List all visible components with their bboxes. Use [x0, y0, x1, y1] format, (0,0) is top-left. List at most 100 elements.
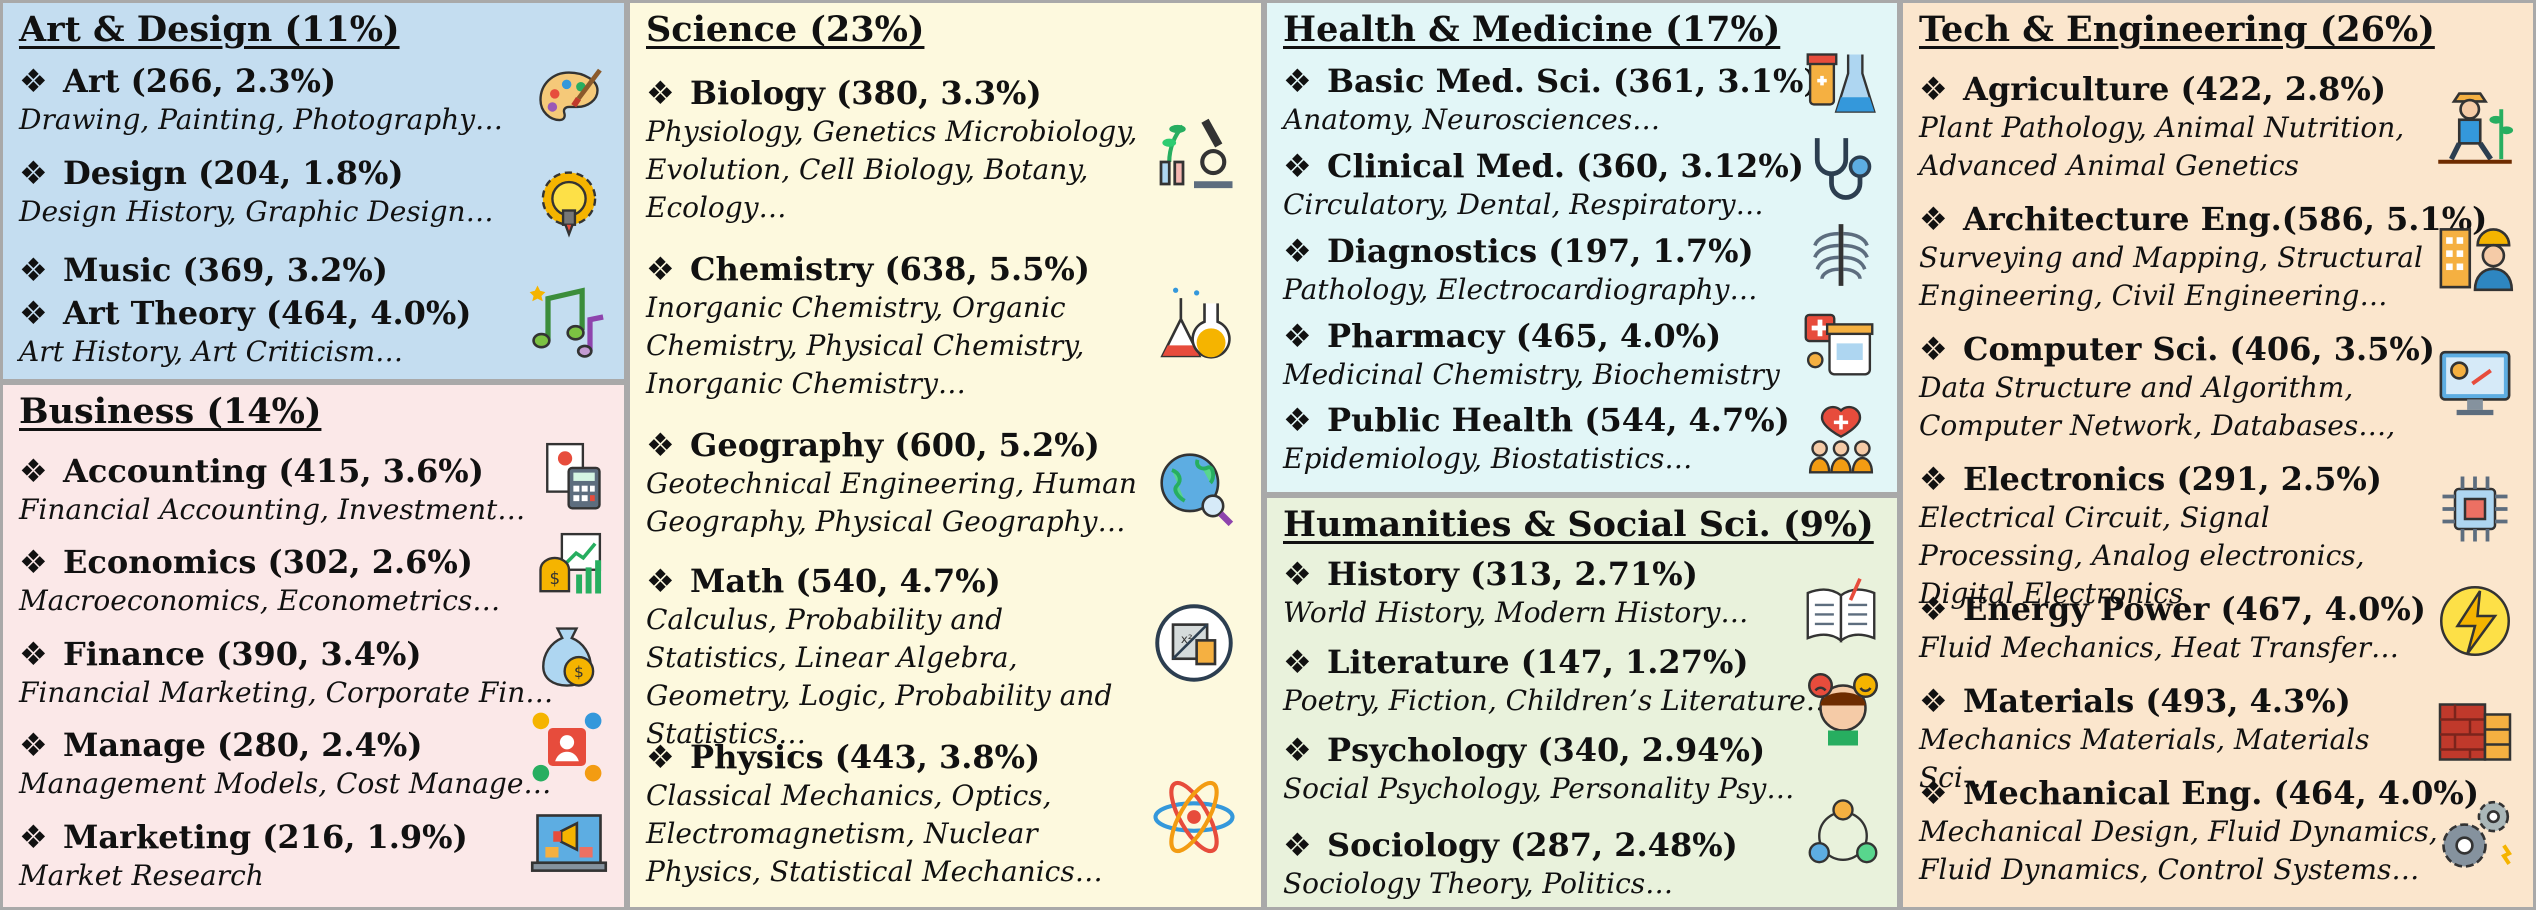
- bullet-icon: ❖: [19, 452, 48, 490]
- item-desc: Inorganic Chemistry, Organic Chemistry, …: [646, 291, 1085, 400]
- psychology-head-icon: [1803, 668, 1883, 748]
- materials-item: ❖ Materials (493, 4.3%) Mechanics Materia…: [1919, 681, 2439, 797]
- item-head: Design (204, 1.8%): [63, 154, 404, 192]
- bullet-icon: ❖: [646, 250, 675, 288]
- item-desc: Medicinal Chemistry, Biochemistry: [1283, 358, 1780, 391]
- item-desc: Sociology Theory, Politics…: [1283, 867, 1674, 900]
- item-head: Geography (600, 5.2%): [690, 426, 1100, 464]
- farmer-icon: [2433, 83, 2517, 167]
- svg-text:$: $: [574, 663, 584, 681]
- bullet-icon: ❖: [1283, 731, 1312, 769]
- item-head: Energy Power (467, 4.0%): [1963, 590, 2426, 628]
- item-desc: Geotechnical Engineering, Human Geograph…: [646, 467, 1137, 538]
- science-title: Science (23%): [646, 9, 925, 50]
- art-item: ❖ Art (266, 2.3%) Drawing, Painting, Phot…: [19, 61, 503, 139]
- art-design-panel: Art & Design (11%) ❖ Art (266, 2.3%) Draw…: [0, 0, 627, 382]
- bullet-icon: ❖: [19, 726, 48, 764]
- item-desc: Market Research: [19, 859, 264, 892]
- flasks-icon: [1152, 285, 1236, 369]
- bullet-icon: ❖: [19, 635, 48, 673]
- item-head: Chemistry (638, 5.5%): [690, 250, 1090, 288]
- public-health-item: ❖ Public Health (544, 4.7%) Epidemiology,…: [1283, 400, 1790, 478]
- clinical-med-item: ❖ Clinical Med. (360, 3.12%) Circulatory,…: [1283, 146, 1804, 224]
- bullet-icon: ❖: [1283, 555, 1312, 593]
- bullet-icon: ❖: [1283, 317, 1312, 355]
- item-head: Marketing (216, 1.9%): [63, 818, 468, 856]
- pharmacy-icon: [1801, 303, 1877, 379]
- item-desc: Poetry, Fiction, Children’s Literature…: [1283, 684, 1834, 717]
- pharmacy-item: ❖ Pharmacy (465, 4.0%) Medicinal Chemistr…: [1283, 316, 1780, 394]
- math-tools-icon: x²: [1152, 601, 1236, 685]
- public-health-icon: [1803, 401, 1879, 477]
- psychology-item: ❖ Psychology (340, 2.94%) Social Psycholo…: [1283, 730, 1794, 808]
- business-title: Business (14%): [19, 391, 322, 432]
- item-desc: Pathology, Electrocardiography…: [1283, 273, 1758, 306]
- bullet-icon: ❖: [1919, 590, 1948, 628]
- architecture-item: ❖ Architecture Eng.(586, 5.1%) Surveying …: [1919, 199, 2487, 315]
- accounting-item: ❖ Accounting (415, 3.6%) Financial Accoun…: [19, 451, 525, 529]
- item-desc: World History, Modern History…: [1283, 596, 1749, 629]
- money-chart-icon: $: [531, 527, 607, 603]
- bullet-icon: ❖: [1919, 70, 1948, 108]
- microscope-plant-icon: [1150, 107, 1238, 195]
- design-item: ❖ Design (204, 1.8%) Design History, Grap…: [19, 153, 494, 231]
- item-head: Public Health (544, 4.7%): [1327, 401, 1790, 439]
- business-panel: Business (14%) ❖ Accounting (415, 3.6%) F…: [0, 382, 627, 910]
- bullet-icon: ❖: [1283, 643, 1312, 681]
- electronics-item: ❖ Electronics (291, 2.5%) Electrical Circ…: [1919, 459, 2439, 613]
- item-head: Art Theory (464, 4.0%): [63, 294, 472, 332]
- item-desc: Design History, Graphic Design…: [19, 195, 494, 228]
- biology-item: ❖ Biology (380, 3.3%) Physiology, Genetic…: [646, 73, 1146, 227]
- materials-icon: [2435, 687, 2515, 767]
- item-head: Art (266, 2.3%): [63, 62, 337, 100]
- bullet-icon: ❖: [1283, 62, 1312, 100]
- bullet-icon: ❖: [1919, 774, 1948, 812]
- atom-icon: [1150, 773, 1238, 861]
- bullet-icon: ❖: [1919, 682, 1948, 720]
- bullet-icon: ❖: [1283, 826, 1312, 864]
- item-desc: Financial Accounting, Investment…: [19, 493, 526, 526]
- bullet-icon: ❖: [646, 738, 675, 776]
- item-head: Pharmacy (465, 4.0%): [1327, 317, 1722, 355]
- palette-icon: [531, 63, 607, 139]
- bullet-icon: ❖: [646, 562, 675, 600]
- item-desc: Classical Mechanics, Optics, Electromagn…: [646, 779, 1103, 888]
- bullet-icon: ❖: [19, 62, 48, 100]
- item-desc: Surveying and Mapping, Structural Engine…: [1919, 241, 2423, 312]
- item-desc: Management Models, Cost Manage…: [19, 767, 552, 800]
- physics-item: ❖ Physics (443, 3.8%) Classical Mechanics…: [646, 737, 1146, 891]
- item-desc: Financial Marketing, Corporate Fin…: [19, 676, 554, 709]
- marketing-item: ❖ Marketing (216, 1.9%) Market Research: [19, 817, 468, 895]
- bullet-icon: ❖: [646, 74, 675, 112]
- item-desc: Calculus, Probability and Statistics, Li…: [646, 603, 1113, 750]
- history-item: ❖ History (313, 2.71%) World History, Mod…: [1283, 554, 1748, 632]
- globe-magnifier-icon: [1154, 447, 1236, 529]
- math-item: ❖ Math (540, 4.7%) Calculus, Probability …: [646, 561, 1146, 753]
- svg-text:$: $: [549, 569, 560, 588]
- bullet-icon: ❖: [1283, 147, 1312, 185]
- item-desc: Data Structure and Algorithm, Computer N…: [1919, 371, 2396, 442]
- item-head: Diagnostics (197, 1.7%): [1327, 232, 1754, 270]
- health-panel: Health & Medicine (17%) ❖ Basic Med. Sci.…: [1264, 0, 1900, 495]
- item-head: Manage (280, 2.4%): [63, 726, 423, 764]
- people-network-icon: [1805, 798, 1881, 874]
- item-head: Clinical Med. (360, 3.12%): [1327, 147, 1804, 185]
- item-desc: Epidemiology, Biostatistics…: [1283, 442, 1693, 475]
- item-desc: Mechanical Design, Fluid Dynamics, Fluid…: [1919, 815, 2438, 886]
- medicine-flask-icon: [1803, 45, 1879, 121]
- bullet-icon: ❖: [646, 426, 675, 464]
- bullet-icon: ❖: [19, 294, 48, 332]
- manager-icon: [529, 709, 605, 785]
- art-design-title: Art & Design (11%): [19, 9, 400, 50]
- mechanical-eng-item: ❖ Mechanical Eng. (464, 4.0%) Mechanical …: [1919, 773, 2479, 889]
- diagnostics-item: ❖ Diagnostics (197, 1.7%) Pathology, Elec…: [1283, 231, 1757, 309]
- money-bag-icon: $: [529, 619, 605, 695]
- item-desc: Electrical Circuit, Signal Processing, A…: [1919, 501, 2365, 610]
- item-head: Basic Med. Sci. (361, 3.1%): [1327, 62, 1819, 100]
- geography-item: ❖ Geography (600, 5.2%) Geotechnical Engi…: [646, 425, 1146, 541]
- item-head: Accounting (415, 3.6%): [63, 452, 484, 490]
- megaphone-laptop-icon: [527, 805, 611, 889]
- item-head: Finance (390, 3.4%): [63, 635, 422, 673]
- ribcage-icon: [1803, 217, 1879, 293]
- item-desc: Macroeconomics, Econometrics…: [19, 584, 501, 617]
